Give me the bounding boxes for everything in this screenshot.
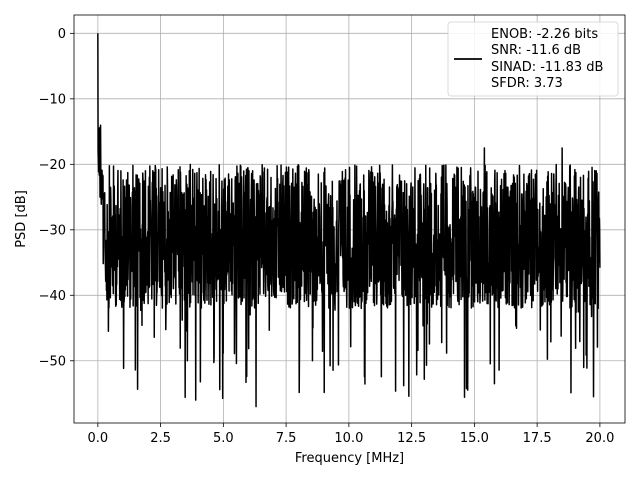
y-axis-label: PSD [dB] <box>14 190 29 248</box>
x-axis: 0.0 2.5 5.0 7.5 10.0 12.5 15.0 17.5 20.0 <box>88 423 614 446</box>
y-tick-label: −10 <box>39 92 66 107</box>
y-tick-label: −50 <box>39 354 66 369</box>
legend-enob: ENOB: -2.26 bits <box>491 27 598 42</box>
x-tick-label: 7.5 <box>276 431 297 446</box>
legend-sfdr: SFDR: 3.73 <box>491 76 563 91</box>
psd-series-line <box>97 33 601 408</box>
x-tick-label: 17.5 <box>523 431 552 446</box>
y-tick-label: −30 <box>39 223 66 238</box>
legend-sinad: SINAD: -11.83 dB <box>491 60 603 75</box>
legend-snr: SNR: -11.6 dB <box>491 43 581 58</box>
legend-box <box>447 21 619 97</box>
x-tick-label: 2.5 <box>150 431 171 446</box>
y-axis: 0 −10 −20 −30 −40 −50 <box>39 27 74 369</box>
x-tick-label: 0.0 <box>88 431 109 446</box>
y-tick-label: −40 <box>39 289 66 304</box>
series-layer <box>97 33 601 408</box>
x-tick-label: 20.0 <box>585 431 614 446</box>
x-axis-label: Frequency [MHz] <box>295 451 404 466</box>
y-tick-label: 0 <box>58 27 66 42</box>
y-tick-label: −20 <box>39 158 66 173</box>
plot-frame <box>73 14 626 424</box>
x-tick-label: 10.0 <box>334 431 363 446</box>
x-tick-label: 15.0 <box>460 431 489 446</box>
x-tick-label: 12.5 <box>397 431 426 446</box>
legend: ENOB: -2.26 bits SNR: -11.6 dB SINAD: -1… <box>447 21 619 97</box>
x-tick-label: 5.0 <box>213 431 234 446</box>
